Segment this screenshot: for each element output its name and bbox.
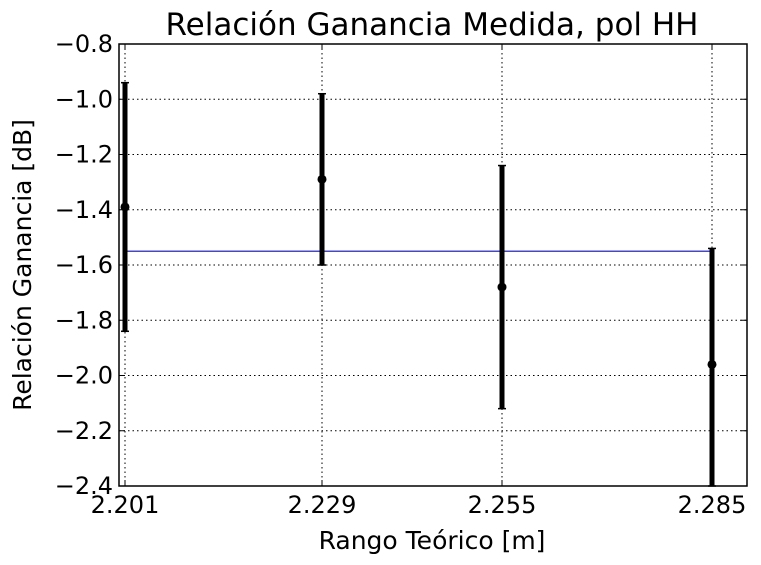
ticks: −0.8 −1.0 −1.2 −1.4 −1.6 −1.8 −2.0 −2.2 −2.42.20… [55,30,747,519]
y-tick-label: −1.6 [55,251,113,279]
y-tick-label: −2.4 [55,472,113,500]
y-tick-label: −1.0 [55,85,113,113]
grid [119,43,747,487]
y-tick-label: −1.4 [55,196,113,224]
y-tick-label: −1.8 [55,306,113,334]
x-tick-label: 2.285 [678,491,747,519]
data-point [120,202,130,212]
y-tick-label: −2.2 [55,417,113,445]
data-point [497,282,507,292]
data-layer [120,81,717,487]
y-tick-label: −0.8 [55,30,113,58]
x-tick-label: 2.229 [288,491,357,519]
data-point [707,359,717,369]
y-tick-label: −2.0 [55,362,113,390]
data-point [317,174,327,184]
x-axis-label: Rango Teórico [m] [319,526,546,555]
chart-title: Relación Ganancia Medida, pol HH [166,7,699,43]
x-tick-label: 2.201 [91,491,160,519]
x-tick-label: 2.255 [468,491,537,519]
y-axis-label: Relación Ganancia [dB] [8,119,37,411]
y-tick-label: −1.2 [55,141,113,169]
plot-frame [118,43,748,487]
